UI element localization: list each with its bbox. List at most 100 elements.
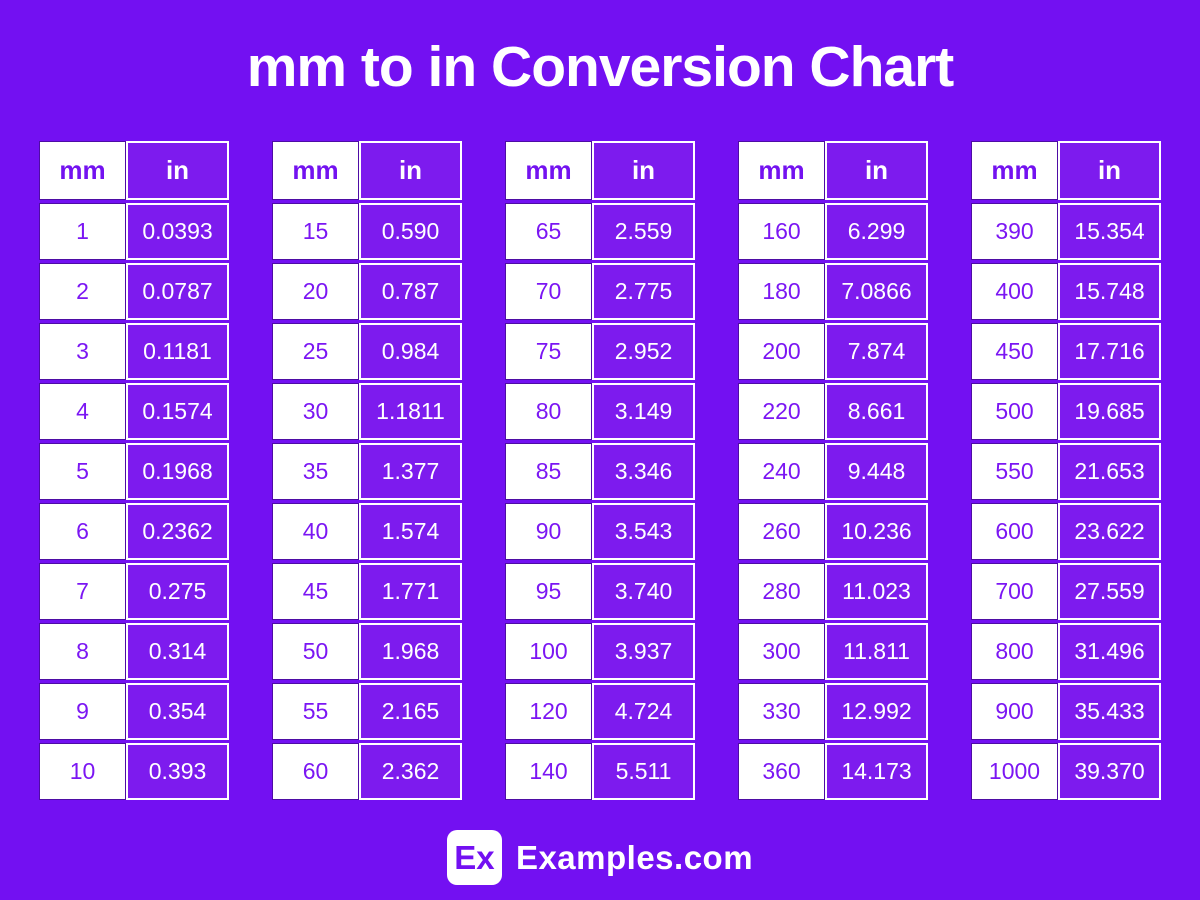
mm-value-cell: 25 xyxy=(272,323,359,380)
site-name: Examples.com xyxy=(515,838,754,876)
in-value-cell: 0.590 xyxy=(359,203,462,260)
in-value-cell: 15.354 xyxy=(1058,203,1161,260)
in-value-cell: 1.574 xyxy=(359,503,462,560)
table-header-row: mm in xyxy=(505,141,695,200)
in-value-cell: 7.874 xyxy=(825,323,928,380)
table-row: 1 0.0393 xyxy=(39,203,229,260)
conversion-table-3: mm in 65 2.559 70 2.775 75 2.952 80 3.149 85 3.346 9… xyxy=(505,138,695,803)
in-value-cell: 11.811 xyxy=(825,623,928,680)
mm-value-cell: 140 xyxy=(505,743,592,800)
mm-value-cell: 160 xyxy=(738,203,825,260)
table-row: 100 3.937 xyxy=(505,623,695,680)
mm-column-header: mm xyxy=(738,141,825,200)
in-column-header: in xyxy=(359,141,462,200)
in-value-cell: 0.275 xyxy=(126,563,229,620)
table-header-row: mm in xyxy=(971,141,1161,200)
mm-value-cell: 390 xyxy=(971,203,1058,260)
table-row: 500 19.685 xyxy=(971,383,1161,440)
table-row: 75 2.952 xyxy=(505,323,695,380)
in-value-cell: 3.346 xyxy=(592,443,695,500)
in-value-cell: 3.937 xyxy=(592,623,695,680)
table-row: 20 0.787 xyxy=(272,263,462,320)
in-column-header: in xyxy=(825,141,928,200)
in-value-cell: 0.1574 xyxy=(126,383,229,440)
table-row: 900 35.433 xyxy=(971,683,1161,740)
conversion-table-4: mm in 160 6.299 180 7.0866 200 7.874 220 8.661 240… xyxy=(738,138,928,803)
in-value-cell: 0.0393 xyxy=(126,203,229,260)
table-row: 260 10.236 xyxy=(738,503,928,560)
table-row: 9 0.354 xyxy=(39,683,229,740)
mm-value-cell: 360 xyxy=(738,743,825,800)
in-value-cell: 19.685 xyxy=(1058,383,1161,440)
in-value-cell: 2.952 xyxy=(592,323,695,380)
mm-value-cell: 6 xyxy=(39,503,126,560)
in-value-cell: 27.559 xyxy=(1058,563,1161,620)
table-row: 1000 39.370 xyxy=(971,743,1161,800)
in-value-cell: 23.622 xyxy=(1058,503,1161,560)
table-row: 40 1.574 xyxy=(272,503,462,560)
in-value-cell: 0.984 xyxy=(359,323,462,380)
table-row: 80 3.149 xyxy=(505,383,695,440)
examples-logo-icon: Ex xyxy=(446,830,502,885)
footer: Ex Examples.com xyxy=(0,830,1200,885)
table-row: 300 11.811 xyxy=(738,623,928,680)
in-column-header: in xyxy=(1058,141,1161,200)
mm-value-cell: 15 xyxy=(272,203,359,260)
table-row: 25 0.984 xyxy=(272,323,462,380)
table-header-row: mm in xyxy=(272,141,462,200)
mm-column-header: mm xyxy=(272,141,359,200)
in-value-cell: 12.992 xyxy=(825,683,928,740)
mm-value-cell: 5 xyxy=(39,443,126,500)
table-row: 55 2.165 xyxy=(272,683,462,740)
mm-value-cell: 700 xyxy=(971,563,1058,620)
table-row: 550 21.653 xyxy=(971,443,1161,500)
in-value-cell: 0.393 xyxy=(126,743,229,800)
table-row: 180 7.0866 xyxy=(738,263,928,320)
mm-value-cell: 75 xyxy=(505,323,592,380)
mm-value-cell: 550 xyxy=(971,443,1058,500)
table-row: 450 17.716 xyxy=(971,323,1161,380)
mm-value-cell: 260 xyxy=(738,503,825,560)
in-value-cell: 2.165 xyxy=(359,683,462,740)
in-value-cell: 5.511 xyxy=(592,743,695,800)
mm-value-cell: 220 xyxy=(738,383,825,440)
in-column-header: in xyxy=(126,141,229,200)
mm-value-cell: 1 xyxy=(39,203,126,260)
in-column-header: in xyxy=(592,141,695,200)
table-row: 7 0.275 xyxy=(39,563,229,620)
mm-value-cell: 70 xyxy=(505,263,592,320)
in-value-cell: 0.2362 xyxy=(126,503,229,560)
table-row: 330 12.992 xyxy=(738,683,928,740)
in-value-cell: 11.023 xyxy=(825,563,928,620)
table-row: 360 14.173 xyxy=(738,743,928,800)
in-value-cell: 21.653 xyxy=(1058,443,1161,500)
mm-value-cell: 30 xyxy=(272,383,359,440)
in-value-cell: 1.771 xyxy=(359,563,462,620)
in-value-cell: 17.716 xyxy=(1058,323,1161,380)
mm-value-cell: 450 xyxy=(971,323,1058,380)
mm-value-cell: 900 xyxy=(971,683,1058,740)
mm-value-cell: 330 xyxy=(738,683,825,740)
mm-value-cell: 35 xyxy=(272,443,359,500)
table-row: 35 1.377 xyxy=(272,443,462,500)
mm-value-cell: 1000 xyxy=(971,743,1058,800)
table-row: 200 7.874 xyxy=(738,323,928,380)
in-value-cell: 0.0787 xyxy=(126,263,229,320)
in-value-cell: 0.354 xyxy=(126,683,229,740)
in-value-cell: 0.1181 xyxy=(126,323,229,380)
mm-value-cell: 10 xyxy=(39,743,126,800)
mm-value-cell: 45 xyxy=(272,563,359,620)
table-header-row: mm in xyxy=(738,141,928,200)
in-value-cell: 0.314 xyxy=(126,623,229,680)
table-row: 220 8.661 xyxy=(738,383,928,440)
in-value-cell: 14.173 xyxy=(825,743,928,800)
in-value-cell: 7.0866 xyxy=(825,263,928,320)
mm-column-header: mm xyxy=(971,141,1058,200)
mm-value-cell: 100 xyxy=(505,623,592,680)
table-header-row: mm in xyxy=(39,141,229,200)
mm-value-cell: 95 xyxy=(505,563,592,620)
table-row: 700 27.559 xyxy=(971,563,1161,620)
mm-value-cell: 400 xyxy=(971,263,1058,320)
mm-column-header: mm xyxy=(505,141,592,200)
